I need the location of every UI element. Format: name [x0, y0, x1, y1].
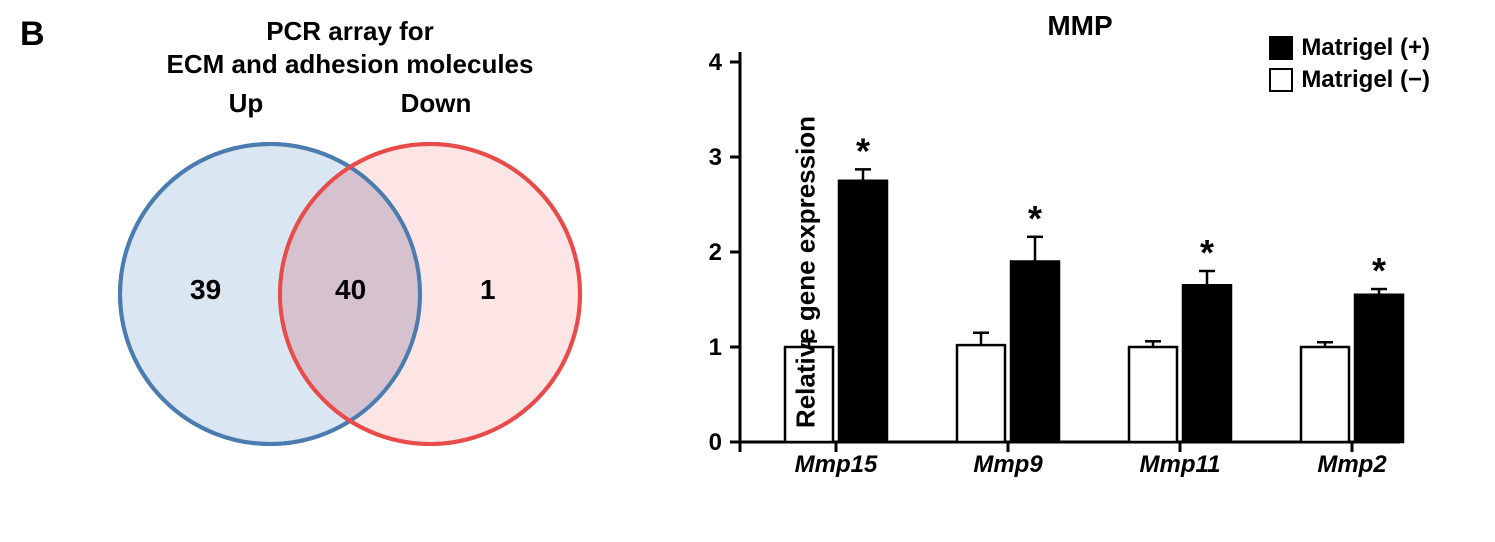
chart-legend: Matrigel (+) Matrigel (−) — [1269, 34, 1430, 98]
svg-text:Mmp2: Mmp2 — [1317, 451, 1387, 478]
legend-item-matrigel-plus: Matrigel (+) — [1269, 34, 1430, 62]
venn-title: PCR array for ECM and adhesion molecules — [80, 15, 620, 80]
venn-title-line2: ECM and adhesion molecules — [167, 49, 534, 79]
svg-text:Mmp15: Mmp15 — [795, 451, 878, 478]
venn-diagram: 39 40 1 — [110, 119, 590, 479]
legend-item-matrigel-minus: Matrigel (−) — [1269, 66, 1430, 94]
svg-text:0: 0 — [709, 429, 722, 456]
venn-section: PCR array for ECM and adhesion molecules… — [20, 10, 620, 502]
legend-label-plus: Matrigel (+) — [1301, 34, 1430, 62]
venn-up-label: Up — [229, 88, 264, 119]
svg-text:*: * — [1372, 250, 1386, 291]
svg-text:2: 2 — [709, 239, 722, 266]
svg-text:1: 1 — [709, 334, 722, 361]
venn-left-count: 39 — [190, 274, 221, 306]
chart-wrap: Relative gene expression Matrigel (+) Ma… — [660, 42, 1440, 502]
svg-text:Mmp9: Mmp9 — [973, 451, 1043, 478]
venn-down-label: Down — [401, 88, 472, 119]
svg-text:*: * — [1200, 232, 1214, 273]
legend-swatch-empty — [1269, 68, 1293, 92]
y-axis-label: Relative gene expression — [791, 116, 822, 428]
svg-text:3: 3 — [709, 144, 722, 171]
svg-text:4: 4 — [709, 49, 723, 76]
venn-category-labels: Up Down — [80, 88, 620, 119]
venn-right-count: 1 — [480, 274, 496, 306]
svg-text:*: * — [1028, 198, 1042, 239]
venn-overlap-count: 40 — [335, 274, 366, 306]
panel-label: B — [20, 15, 45, 54]
legend-swatch-filled — [1269, 36, 1293, 60]
figure-panel-b: B PCR array for ECM and adhesion molecul… — [20, 10, 1475, 502]
svg-text:Mmp11: Mmp11 — [1140, 451, 1221, 478]
legend-label-minus: Matrigel (−) — [1301, 66, 1430, 94]
bar-chart-section: MMP Relative gene expression Matrigel (+… — [660, 10, 1440, 502]
bar-chart-svg: 0 1 2 3 4 * Mmp15 * Mmp9 * Mmp11 * Mmp2 — [660, 42, 1420, 502]
venn-title-line1: PCR array for — [266, 16, 434, 46]
svg-text:*: * — [856, 130, 870, 171]
